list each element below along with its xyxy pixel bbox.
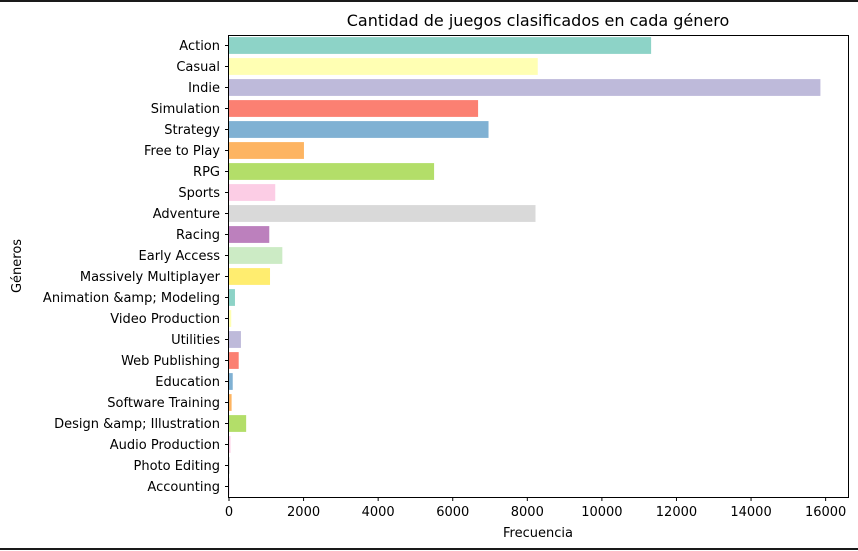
y-tick-label: Massively Multiplayer [80, 270, 221, 285]
bar-6 [229, 163, 435, 180]
y-tick-label: Early Access [139, 249, 221, 264]
bar-20 [229, 457, 230, 474]
bar-11 [229, 268, 271, 285]
x-tick-label: 14000 [730, 505, 771, 520]
x-tick-label: 4000 [362, 505, 395, 520]
y-tick-label: Indie [188, 81, 220, 96]
y-ticks-group: Action Casual Indie Simulation Strategy Free … [43, 39, 229, 495]
bar-2 [229, 79, 821, 96]
x-tick-label: 16000 [805, 505, 846, 520]
top-border [0, 0, 858, 2]
bar-9 [229, 226, 270, 243]
bar-5 [229, 142, 304, 159]
y-tick-label: Free to Play [144, 144, 220, 159]
bar-8 [229, 205, 536, 222]
y-tick-label: Strategy [164, 123, 220, 138]
bar-10 [229, 247, 283, 264]
x-tick-label: 0 [225, 505, 233, 520]
bar-13 [229, 310, 232, 327]
bar-17 [229, 394, 232, 411]
bar-14 [229, 331, 241, 348]
y-tick-label: Accounting [147, 480, 220, 495]
bars-group [229, 37, 821, 495]
y-tick-label: Casual [176, 60, 220, 75]
bottom-border [0, 548, 858, 550]
y-tick-label: Education [155, 375, 220, 390]
x-tick-label: 8000 [511, 505, 544, 520]
x-tick-label: 2000 [287, 505, 320, 520]
y-tick-label: Web Publishing [121, 354, 220, 369]
y-tick-label: Animation &amp; Modeling [43, 291, 220, 306]
bar-16 [229, 373, 233, 390]
y-tick-label: Simulation [151, 102, 220, 117]
y-tick-label: Audio Production [110, 438, 220, 453]
x-ticks-group: 0 2000 4000 6000 8000 10000 12000 14000 16000 [225, 497, 846, 520]
x-tick-label: 10000 [581, 505, 622, 520]
y-tick-label: Sports [178, 186, 220, 201]
plot-frame [228, 35, 849, 498]
y-tick-label: Photo Editing [134, 459, 221, 474]
bar-12 [229, 289, 235, 306]
bar-0 [229, 37, 652, 54]
y-tick-label: Adventure [153, 207, 220, 222]
y-tick-label: RPG [193, 165, 220, 180]
bar-4 [229, 121, 489, 138]
bar-7 [229, 184, 276, 201]
bar-19 [229, 436, 231, 453]
y-tick-label: Racing [176, 228, 220, 243]
bar-15 [229, 352, 239, 369]
y-tick-label: Utilities [171, 333, 220, 348]
y-tick-label: Action [179, 39, 220, 54]
y-tick-label: Video Production [110, 312, 220, 327]
chart-title: Cantidad de juegos clasificados en cada … [347, 11, 730, 30]
bar-18 [229, 415, 247, 432]
x-tick-label: 6000 [436, 505, 469, 520]
bar-1 [229, 58, 538, 75]
bar-3 [229, 100, 479, 117]
y-tick-label: Design &amp; Illustration [54, 417, 220, 432]
x-tick-label: 12000 [656, 505, 697, 520]
y-axis-label: Géneros [10, 239, 25, 293]
x-axis-label: Frecuencia [503, 526, 573, 541]
y-tick-label: Software Training [107, 396, 220, 411]
